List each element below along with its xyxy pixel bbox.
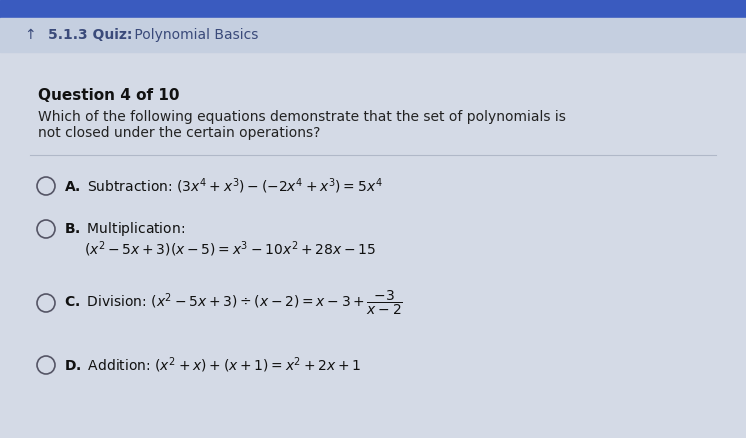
Text: Question 4 of 10: Question 4 of 10 [38, 88, 180, 103]
Text: $\mathbf{D.}$ Addition: $(x^{2} + x) + (x + 1) = x^{2} + 2x + 1$: $\mathbf{D.}$ Addition: $(x^{2} + x) + (… [64, 355, 361, 375]
Text: ↑: ↑ [24, 28, 36, 42]
Text: Polynomial Basics: Polynomial Basics [130, 28, 258, 42]
Text: Which of the following equations demonstrate that the set of polynomials is: Which of the following equations demonst… [38, 110, 566, 124]
Text: $\mathbf{A.}$ Subtraction: $(3x^{4} + x^{3}) - (-2x^{4} + x^{3}) = 5x^{4}$: $\mathbf{A.}$ Subtraction: $(3x^{4} + x^… [64, 176, 383, 196]
Text: not closed under the certain operations?: not closed under the certain operations? [38, 126, 320, 140]
Text: $\mathbf{B.}$ Multiplication:: $\mathbf{B.}$ Multiplication: [64, 220, 185, 238]
Text: $\mathbf{C.}$ Division: $(x^{2} - 5x + 3) \div (x - 2) = x - 3 + \dfrac{-3}{x-2}: $\mathbf{C.}$ Division: $(x^{2} - 5x + 3… [64, 289, 403, 317]
Bar [0, 0, 746, 18]
Text: $(x^{2} - 5x + 3)(x - 5) = x^{3} - 10x^{2} + 28x - 15$: $(x^{2} - 5x + 3)(x - 5) = x^{3} - 10x^{… [84, 239, 376, 259]
Bar [0, 18, 746, 52]
Text: 5.1.3 Quiz:: 5.1.3 Quiz: [48, 28, 132, 42]
